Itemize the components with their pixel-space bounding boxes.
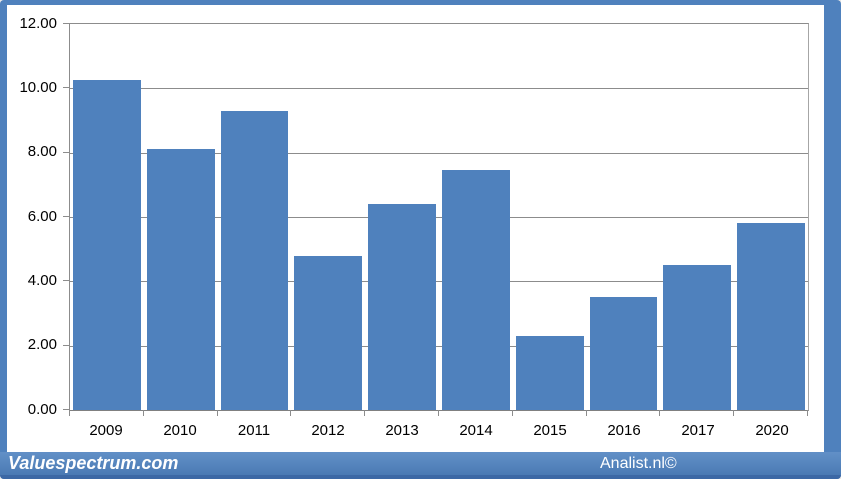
gridline: [70, 217, 808, 218]
y-tick-label: 2.00: [27, 336, 57, 354]
bar-slot-2017: [660, 24, 734, 410]
bar-2015: [515, 336, 584, 410]
x-axis-tick: [438, 410, 439, 416]
y-axis-tick: [63, 409, 69, 410]
bar-2017: [663, 265, 732, 410]
bar-slot-2016: [587, 24, 661, 410]
x-tick-label: 2012: [311, 422, 345, 439]
gridline: [70, 152, 808, 154]
y-axis-tick: [63, 23, 69, 24]
x-axis-tick: [69, 410, 70, 416]
x-axis-tick: [511, 410, 513, 416]
bar-slot-2012: [291, 24, 365, 410]
y-tick-label: 4.00: [27, 271, 57, 289]
y-axis-tick: [63, 280, 69, 282]
bar-slot-2020: [734, 24, 808, 410]
chart-panel: 0.00 2.00 4.00 6.00 8.00 10.00 12.00 2009 2010 2…: [7, 5, 824, 452]
bar-slot-2015: [513, 24, 587, 410]
y-tick-label: 8.00: [27, 143, 57, 161]
x-axis-tick: [142, 410, 144, 416]
bar-2013: [368, 204, 437, 410]
y-tick-label: 10.00: [19, 78, 57, 96]
x-axis-labels: 2009 2010 2011 2012 2013 2014 2015 2016 2017 2020: [69, 419, 809, 443]
gridline: [70, 88, 808, 90]
bar-2009: [72, 80, 141, 410]
x-axis-tick: [659, 410, 661, 416]
y-tick-label: 12.00: [19, 14, 57, 32]
y-axis-tick: [63, 216, 69, 217]
bar-2014: [441, 170, 510, 410]
bar-slot-2013: [365, 24, 439, 410]
bar-slot-2011: [218, 24, 292, 410]
bar-2020: [737, 223, 806, 410]
x-axis-tick: [585, 410, 587, 416]
y-axis-tick: [63, 151, 69, 153]
x-tick-label: 2010: [163, 422, 197, 439]
x-axis-tick: [216, 410, 218, 416]
gridline: [70, 345, 808, 347]
brand-valuespectrum: Valuespectrum.com: [8, 453, 179, 473]
brand-analist: Analist.nl©: [600, 455, 677, 472]
plot-area: [69, 23, 809, 411]
x-axis-tick: [290, 410, 292, 416]
x-axis-tick: [733, 410, 735, 416]
x-tick-label: 2011: [237, 422, 271, 439]
y-axis-tick: [63, 344, 69, 346]
bar-2016: [589, 297, 658, 410]
x-axis-tick: [807, 410, 808, 416]
y-tick-label: 0.00: [27, 400, 57, 418]
x-tick-label: 2015: [533, 422, 567, 439]
x-tick-label: 2016: [607, 422, 641, 439]
x-tick-label: 2014: [459, 422, 493, 439]
x-tick-label: 2017: [681, 422, 715, 439]
bar-slot-2014: [439, 24, 513, 410]
bar-2012: [294, 255, 363, 410]
y-axis-tick: [63, 87, 69, 89]
x-axis-tick: [364, 410, 366, 416]
x-tick-label: 2013: [385, 422, 419, 439]
x-tick-label: 2009: [89, 422, 123, 439]
y-tick-label: 6.00: [27, 207, 57, 225]
bar-slot-2010: [144, 24, 218, 410]
x-tick-label: 2020: [755, 422, 789, 439]
bar-series: [70, 24, 808, 410]
bar-slot-2009: [70, 24, 144, 410]
gridline: [70, 281, 808, 283]
footer-bar: Valuespectrum.com Analist.nl©: [0, 452, 841, 479]
bar-2011: [220, 110, 289, 410]
bar-2010: [146, 149, 215, 410]
